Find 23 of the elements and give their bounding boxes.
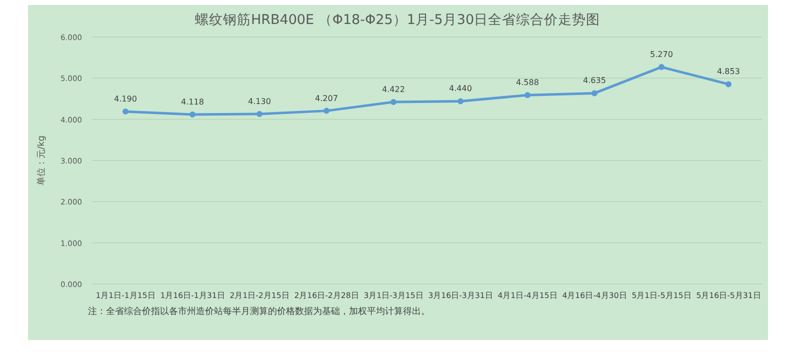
point [592, 90, 598, 96]
point [256, 110, 262, 117]
point [190, 111, 196, 118]
text: 注：全省综合价指以各市州造价站每半月测算的价格数据为基础，加权平均计算得出。 [88, 306, 430, 317]
data-label: 4.853 [717, 67, 740, 76]
data-label: 4.635 [583, 76, 606, 86]
point [726, 81, 732, 88]
data-label: 4.118 [181, 97, 204, 106]
point [390, 98, 396, 105]
data-label: 5.270 [650, 50, 673, 60]
data-label: 4.207 [315, 94, 338, 103]
data-label: 4.440 [449, 84, 472, 94]
data-label: 4.130 [248, 96, 271, 106]
point [524, 92, 530, 98]
point [324, 108, 330, 114]
point [122, 108, 128, 115]
data-label: 4.190 [114, 94, 137, 104]
data-label: 4.422 [382, 84, 405, 94]
y-axis-title: 单位：元/kg [36, 136, 47, 186]
point [458, 98, 464, 104]
data-label: 4.588 [516, 78, 539, 88]
chart-title: 螺纹钢筋HRB400E （Φ18-Φ25）1月-5月30日全省综合价走势图 [194, 12, 600, 28]
point [658, 64, 664, 70]
